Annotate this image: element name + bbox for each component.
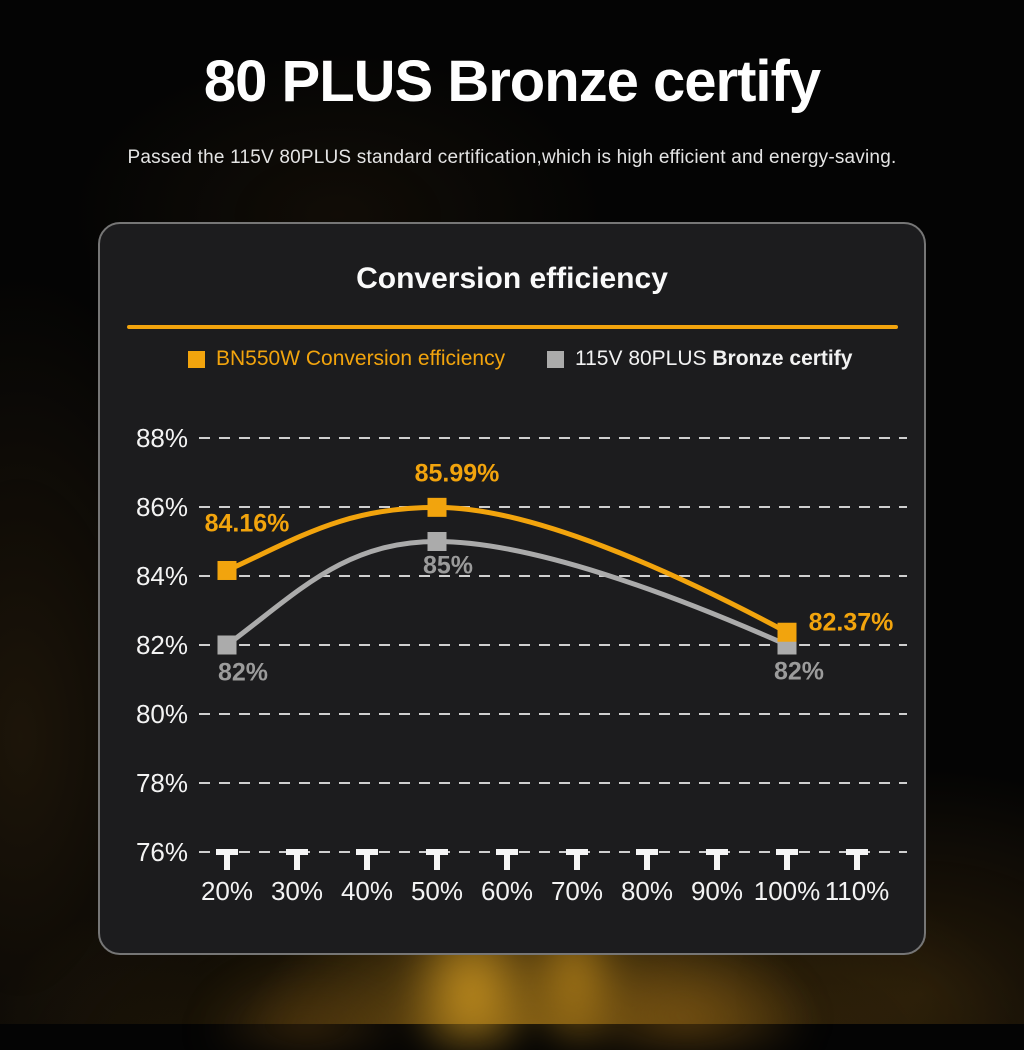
chart-panel: Conversion efficiency BN550W Conversion … xyxy=(98,222,926,955)
legend-item-bronze: 115V 80PLUS Bronze certify xyxy=(547,347,852,371)
axis-tick-icon xyxy=(636,849,658,870)
y-tick-label: 84% xyxy=(135,561,188,591)
chart-plot xyxy=(199,437,907,870)
x-tick-label: 60% xyxy=(480,876,534,906)
x-tick-label: 70% xyxy=(550,876,604,906)
y-tick-label: 88% xyxy=(135,423,188,453)
data-point-marker xyxy=(427,497,447,517)
chart-title: Conversion efficiency xyxy=(356,262,668,295)
page-subtitle: Passed the 115V 80PLUS standard certific… xyxy=(127,147,897,168)
x-tick-label: 100% xyxy=(753,876,821,906)
legend-label-bronze: 115V 80PLUS xyxy=(575,347,707,370)
axis-tick-icon xyxy=(776,849,798,870)
data-point-label: 82.37% xyxy=(808,608,894,637)
data-point-label: 85% xyxy=(422,551,474,579)
x-tick-label: 90% xyxy=(690,876,744,906)
legend-item-bn550w: BN550W Conversion efficiency xyxy=(188,347,505,371)
y-tick-label: 80% xyxy=(135,699,188,729)
x-tick-label: 50% xyxy=(410,876,464,906)
x-tick-label: 20% xyxy=(200,876,254,906)
data-point-marker xyxy=(427,532,447,551)
data-point-label: 82% xyxy=(773,657,825,686)
axis-tick-icon xyxy=(496,849,518,870)
x-tick-label: 40% xyxy=(340,876,394,906)
axis-tick-icon xyxy=(846,849,868,870)
bn550w-line xyxy=(225,504,789,635)
legend-swatch-gray-icon xyxy=(547,350,564,368)
y-tick-label: 82% xyxy=(135,630,188,660)
bronze-line xyxy=(225,538,789,648)
data-point-label: 84.16% xyxy=(204,509,290,538)
data-point-marker xyxy=(777,622,797,642)
accent-divider xyxy=(127,325,898,329)
legend-swatch-orange-icon xyxy=(188,350,205,368)
page-title: 80 PLUS Bronze certify xyxy=(203,49,821,114)
y-tick-label: 86% xyxy=(135,492,188,522)
data-point-marker xyxy=(217,635,237,655)
axis-tick-icon xyxy=(286,849,308,870)
x-tick-label: 80% xyxy=(620,876,674,906)
data-point-marker xyxy=(217,560,237,580)
legend-label-bn550w: BN550W Conversion efficiency xyxy=(216,347,506,370)
axis-tick-icon xyxy=(706,849,728,870)
y-tick-label: 78% xyxy=(135,768,188,798)
legend-label-bronze-bold: Bronze certify xyxy=(712,347,853,370)
axis-tick-icon xyxy=(426,849,448,870)
data-point-label: 82% xyxy=(217,658,269,687)
axis-tick-icon xyxy=(216,849,238,870)
axis-tick-icon xyxy=(566,849,588,870)
x-tick-label: 110% xyxy=(824,876,890,906)
x-tick-label: 30% xyxy=(270,876,324,906)
axis-tick-icon xyxy=(356,849,378,870)
y-tick-label: 76% xyxy=(135,837,188,867)
data-point-label: 85.99% xyxy=(414,459,500,488)
